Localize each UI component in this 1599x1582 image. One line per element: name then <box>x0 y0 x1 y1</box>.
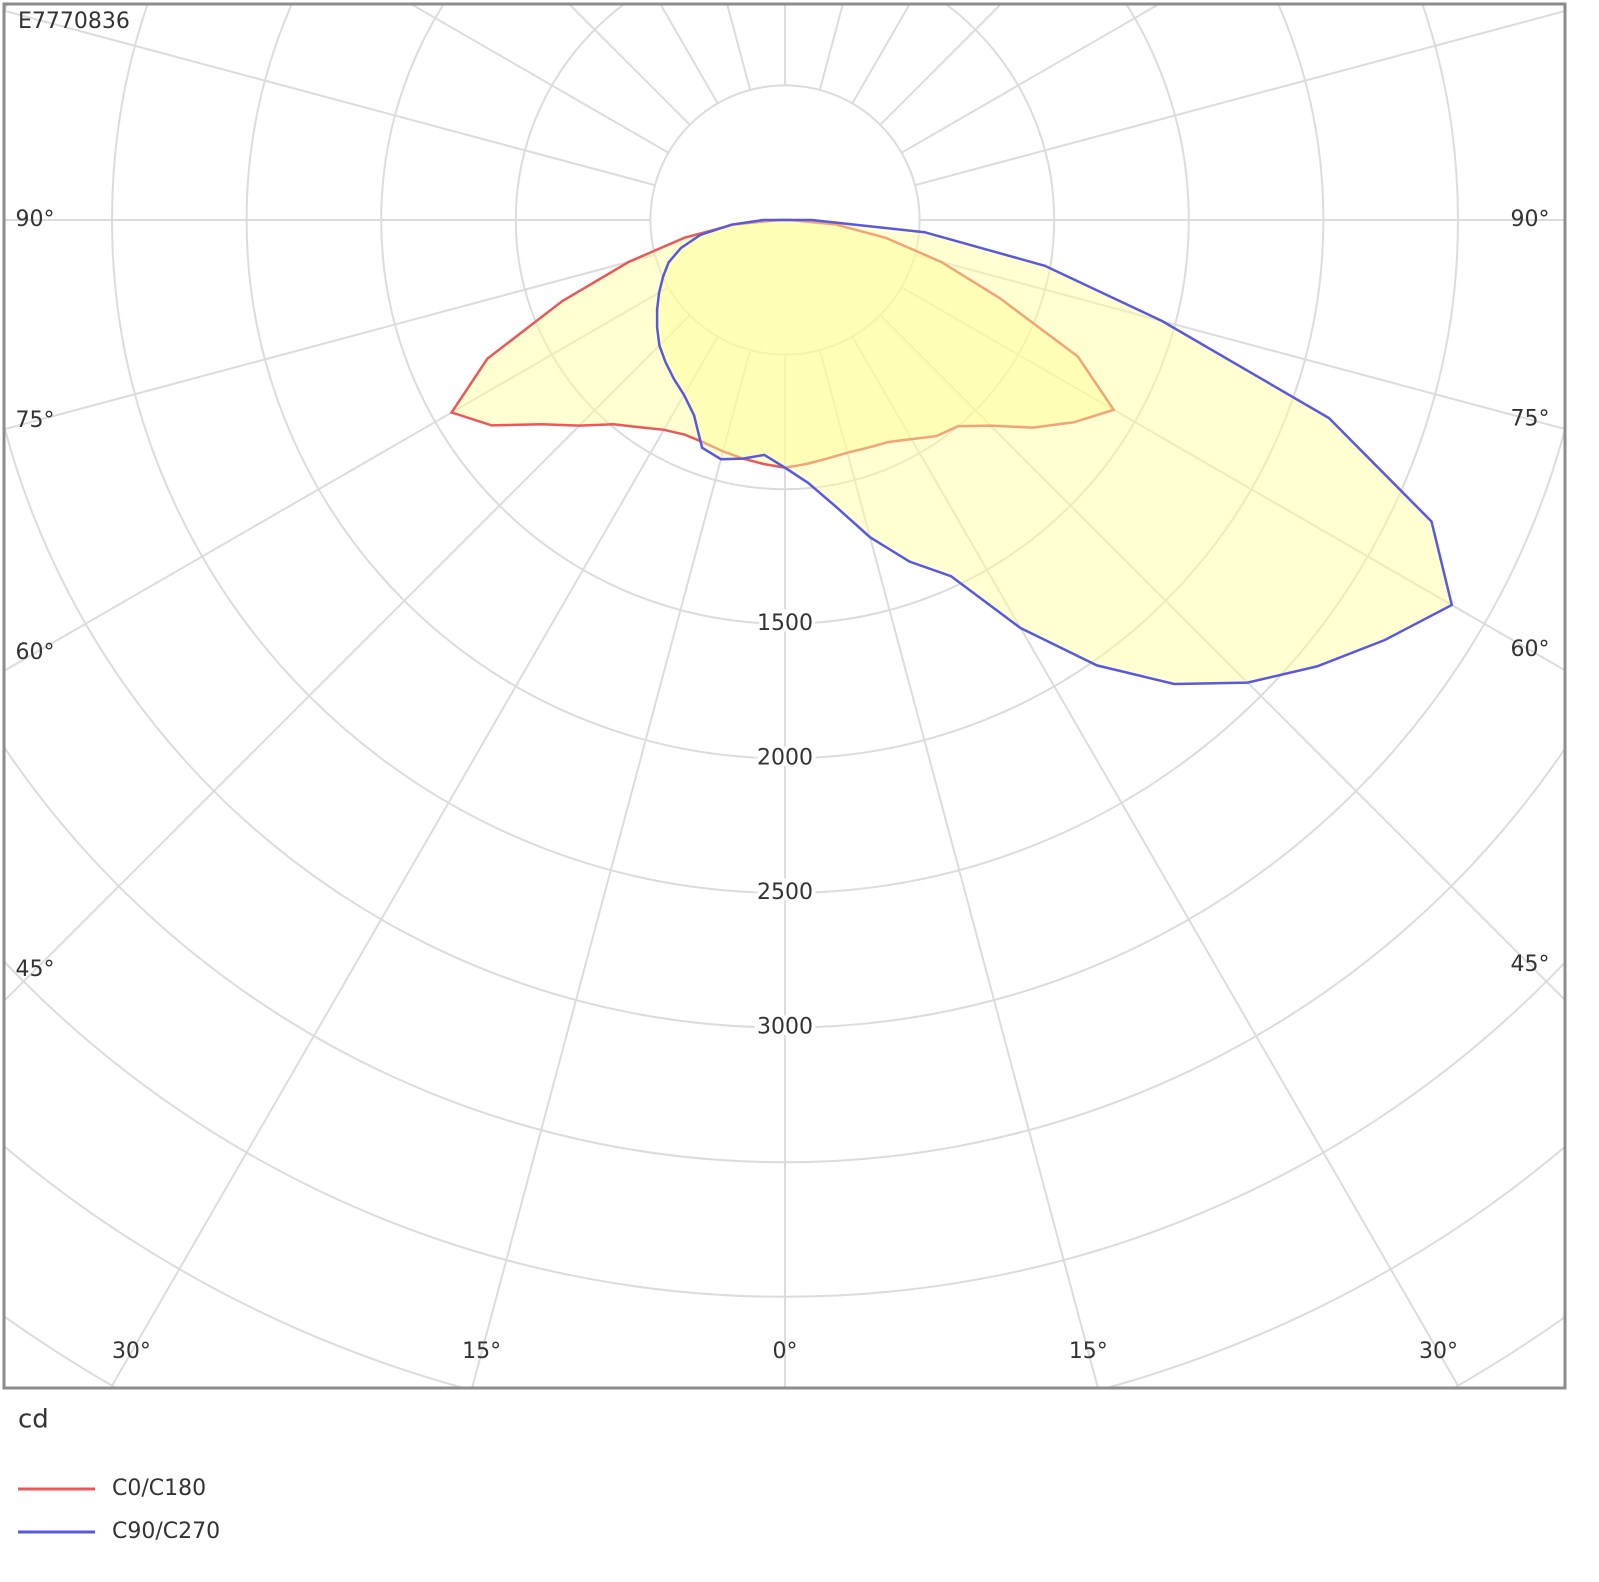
ring-grid-line <box>514 5 1056 491</box>
legend: C0/C180 C90/C270 <box>18 1476 220 1544</box>
chart-title: E7770836 <box>18 9 130 34</box>
theta-tick-label: 60° <box>16 640 55 665</box>
intensity-curve <box>655 218 1454 686</box>
theta-tick-label: 75° <box>1511 407 1550 432</box>
radial-grid-line <box>818 349 1099 1387</box>
radial-grid-line <box>914 253 1564 430</box>
plot-frame <box>2 2 1567 1390</box>
radial-grid-line <box>471 349 752 1387</box>
radial-grid-line <box>410 5 669 154</box>
ring-grid-line <box>111 5 1459 894</box>
radial-grid-line <box>5 286 669 672</box>
r-tick-label: 1500 <box>757 611 813 636</box>
r-tick-label: 2500 <box>757 880 813 905</box>
ring-grid-line <box>5 5 1564 1029</box>
theta-tick-label: 30° <box>112 1339 151 1364</box>
r-tick-label: 3000 <box>757 1015 813 1040</box>
theta-tick-label: 15° <box>1069 1339 1108 1364</box>
radial-grid-line <box>5 253 656 431</box>
theta-tick-label: 90° <box>1511 207 1550 232</box>
unit-label: cd <box>18 1405 49 1435</box>
theta-tick-label: 60° <box>1511 637 1550 662</box>
legend-label: C0/C180 <box>112 1476 206 1501</box>
radial-grid-line <box>851 336 1459 1387</box>
intensity-area <box>451 220 1114 468</box>
ring-grid-line <box>5 746 1564 1163</box>
ring-grid-line <box>380 5 1190 625</box>
radial-grid-line <box>914 10 1564 187</box>
theta-tick-label: 45° <box>1511 952 1550 977</box>
radial-grid-line <box>111 336 719 1387</box>
intensity-curve <box>449 218 1116 469</box>
radial-grid-line <box>901 5 1160 154</box>
theta-tick-label: 0° <box>773 1339 798 1364</box>
intensity-area <box>657 220 1452 684</box>
theta-tick-label: 30° <box>1419 1339 1458 1364</box>
r-tick-label: 2000 <box>757 745 813 770</box>
theta-tick-label: 45° <box>16 957 55 982</box>
radial-grid-line <box>879 314 1564 1001</box>
theta-tick-label: 15° <box>462 1339 501 1364</box>
legend-label: C90/C270 <box>112 1519 220 1544</box>
ring-grid-line <box>649 84 921 356</box>
radial-grid-line <box>901 286 1564 671</box>
theta-tick-label: 90° <box>16 207 55 232</box>
radial-grid-line <box>5 314 691 1002</box>
radial-grid-line <box>5 9 656 187</box>
ring-grid-line <box>245 5 1325 760</box>
theta-tick-label: 75° <box>16 408 55 433</box>
ring-grid-line <box>5 960 1564 1298</box>
